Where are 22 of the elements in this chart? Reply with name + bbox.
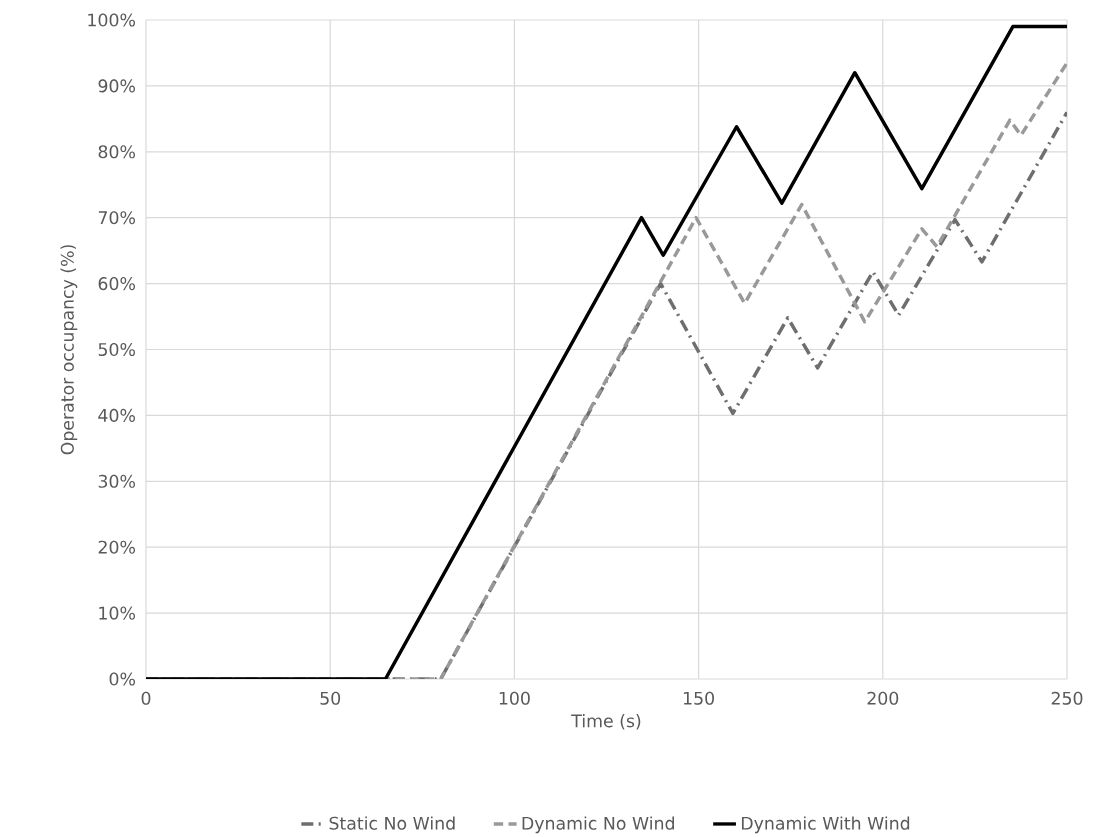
y-tick-label: 60% <box>98 277 135 291</box>
y-tick-label: 0% <box>109 672 136 686</box>
y-tick-label: 40% <box>98 408 135 422</box>
y-tick-label: 80% <box>98 145 135 159</box>
y-tick-label: 20% <box>98 540 135 554</box>
y-tick-label: 100% <box>88 13 135 27</box>
x-tick-label: 0 <box>141 691 151 705</box>
x-tick-label: 100 <box>499 691 530 705</box>
legend-label: Dynamic With Wind <box>741 816 910 834</box>
x-tick-label: 50 <box>320 691 341 705</box>
legend-label: Dynamic No Wind <box>522 816 674 834</box>
x-axis-title: Time (s) <box>571 713 641 730</box>
y-tick-label: 30% <box>98 474 135 488</box>
y-tick-label: 50% <box>98 342 135 357</box>
y-tick-label: 90% <box>98 79 135 93</box>
x-tick-label: 150 <box>683 691 714 705</box>
y-axis-title: Operator occupancy (%) <box>60 245 78 455</box>
y-tick-label: 10% <box>99 606 135 620</box>
x-tick-label: 250 <box>1051 691 1083 705</box>
y-tick-label: 70% <box>98 211 135 225</box>
x-tick-label: 200 <box>867 691 899 705</box>
legend-label: Static No Wind <box>329 816 455 830</box>
